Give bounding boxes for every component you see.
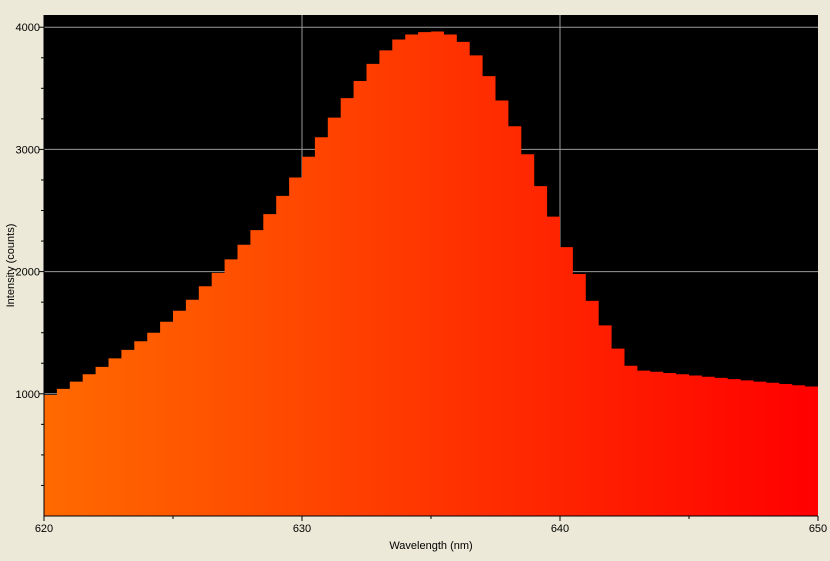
y-axis-label: Intensity (counts)	[5, 224, 17, 308]
x-tick-label: 640	[551, 523, 569, 535]
y-tick-label: 2000	[16, 267, 40, 279]
spectrum-area	[44, 31, 818, 517]
x-tick-label: 620	[35, 523, 53, 535]
y-tick-label: 3000	[16, 144, 40, 156]
y-tick-label: 4000	[16, 22, 40, 34]
x-tick-label: 630	[293, 523, 311, 535]
y-tick-label: 1000	[16, 389, 40, 401]
x-axis-label: Wavelength (nm)	[389, 540, 472, 552]
x-tick-label: 650	[809, 523, 827, 535]
axes: 620 630 640 650 1000 2000 3000 4000	[16, 15, 827, 535]
